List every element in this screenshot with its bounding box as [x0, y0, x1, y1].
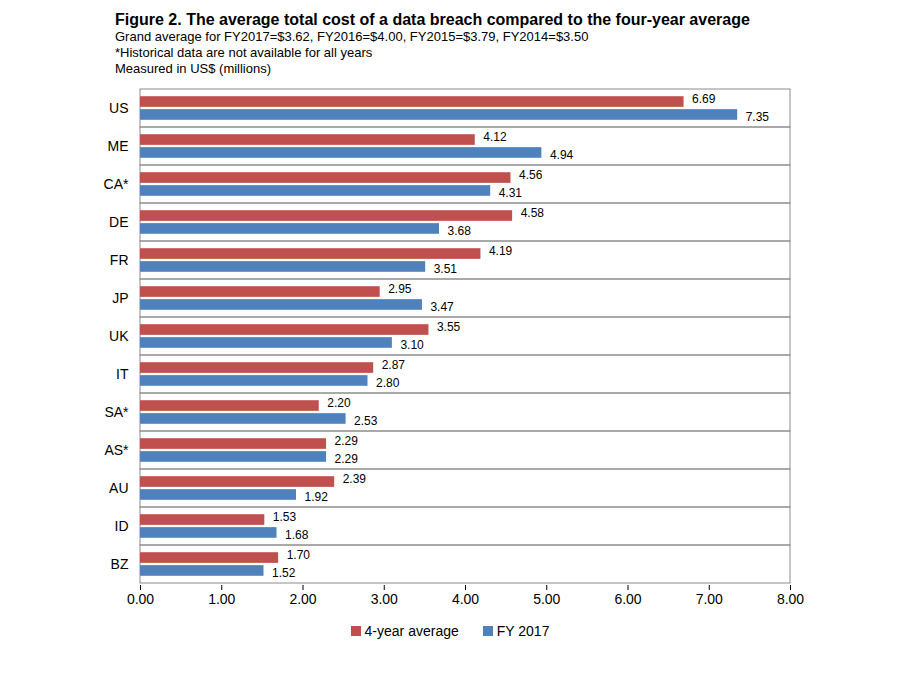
svg-text:3.47: 3.47 [430, 300, 454, 314]
svg-text:DE: DE [109, 214, 128, 230]
svg-text:4.58: 4.58 [521, 206, 545, 220]
svg-text:BZ: BZ [111, 556, 129, 572]
svg-text:2.95: 2.95 [388, 282, 412, 296]
svg-text:0.00: 0.00 [127, 591, 154, 607]
svg-text:2.20: 2.20 [327, 396, 351, 410]
svg-text:4.00: 4.00 [452, 591, 479, 607]
svg-text:ME: ME [108, 138, 129, 154]
svg-text:5.00: 5.00 [533, 591, 560, 607]
svg-text:6.69: 6.69 [692, 92, 716, 106]
html-text:FY 2017: FY 2017 [496, 623, 550, 639]
svg-text:CA*: CA* [104, 176, 129, 192]
svg-text:4.56: 4.56 [519, 168, 543, 182]
svg-text:4.12: 4.12 [483, 130, 507, 144]
svg-text:1.68: 1.68 [285, 528, 309, 542]
html-text:Figure 2. The average total co: Figure 2. The average total cost of a da… [115, 11, 750, 28]
svg-text:JP: JP [112, 290, 128, 306]
svg-text:7.00: 7.00 [696, 591, 723, 607]
svg-text:2.53: 2.53 [354, 414, 378, 428]
svg-text:3.00: 3.00 [371, 591, 398, 607]
svg-text:4.31: 4.31 [499, 186, 523, 200]
svg-text:8.00: 8.00 [777, 591, 804, 607]
svg-text:1.70: 1.70 [287, 548, 311, 562]
svg-text:3.68: 3.68 [448, 224, 472, 238]
svg-text:4.19: 4.19 [489, 244, 513, 258]
html-text:*Historical data are not avail: *Historical data are not available for a… [115, 45, 373, 60]
svg-text:2.87: 2.87 [382, 358, 406, 372]
svg-text:UK: UK [109, 328, 129, 344]
svg-text:1.52: 1.52 [272, 566, 296, 580]
svg-text:3.51: 3.51 [434, 262, 458, 276]
svg-text:3.10: 3.10 [400, 338, 424, 352]
svg-text:2.39: 2.39 [343, 472, 367, 486]
svg-text:IT: IT [116, 366, 129, 382]
svg-text:AS*: AS* [104, 442, 129, 458]
html-text:4-year average: 4-year average [364, 623, 459, 639]
svg-text:AU: AU [109, 480, 128, 496]
svg-text:2.29: 2.29 [335, 452, 359, 466]
svg-text:3.55: 3.55 [437, 320, 461, 334]
svg-text:2.00: 2.00 [289, 591, 316, 607]
html-text:Measured in US$ (millions): Measured in US$ (millions) [115, 61, 272, 76]
svg-text:1.00: 1.00 [208, 591, 235, 607]
svg-text:FR: FR [110, 252, 129, 268]
svg-text:ID: ID [115, 518, 129, 534]
svg-text:SA*: SA* [104, 404, 129, 420]
svg-text:6.00: 6.00 [614, 591, 641, 607]
svg-text:2.80: 2.80 [376, 376, 400, 390]
html-text:Grand average for FY2017=$3.62: Grand average for FY2017=$3.62, FY2016=$… [115, 29, 589, 44]
svg-text:1.53: 1.53 [273, 510, 297, 524]
svg-text:US: US [109, 100, 128, 116]
svg-text:1.92: 1.92 [305, 490, 329, 504]
svg-text:4.94: 4.94 [550, 148, 574, 162]
svg-text:7.35: 7.35 [746, 110, 770, 124]
svg-text:2.29: 2.29 [335, 434, 359, 448]
